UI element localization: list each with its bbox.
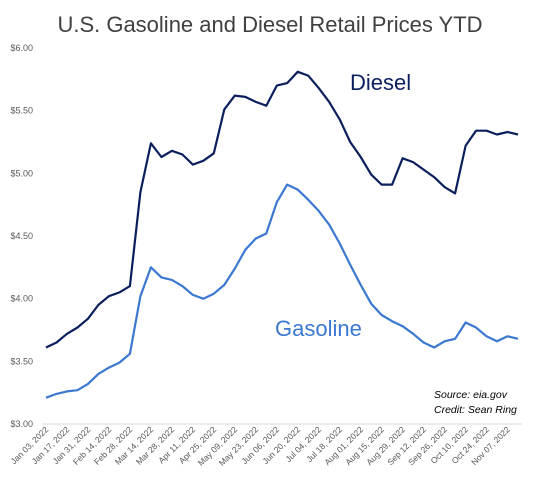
source-note: Source: eia.gov bbox=[434, 389, 508, 401]
y-tick-label: $5.00 bbox=[10, 168, 33, 178]
y-tick-label: $6.00 bbox=[10, 43, 33, 53]
gasoline-line bbox=[45, 183, 519, 399]
gasoline-label: Gasoline bbox=[275, 316, 362, 341]
y-tick-label: $3.50 bbox=[10, 356, 33, 366]
series-lines bbox=[45, 70, 519, 399]
diesel-label: Diesel bbox=[350, 70, 411, 95]
y-tick-label: $4.50 bbox=[10, 231, 33, 241]
y-tick-label: $5.50 bbox=[10, 106, 33, 116]
diesel-line bbox=[45, 70, 519, 349]
y-axis-ticks: $3.00 $3.50 $4.00 $4.50 $5.00 $5.50 $6.00 bbox=[10, 43, 33, 429]
y-tick-label: $3.00 bbox=[10, 419, 33, 429]
chart-title: U.S. Gasoline and Diesel Retail Prices Y… bbox=[57, 12, 482, 37]
y-tick-label: $4.00 bbox=[10, 294, 33, 304]
credit-note: Credit: Sean Ring bbox=[434, 404, 517, 416]
